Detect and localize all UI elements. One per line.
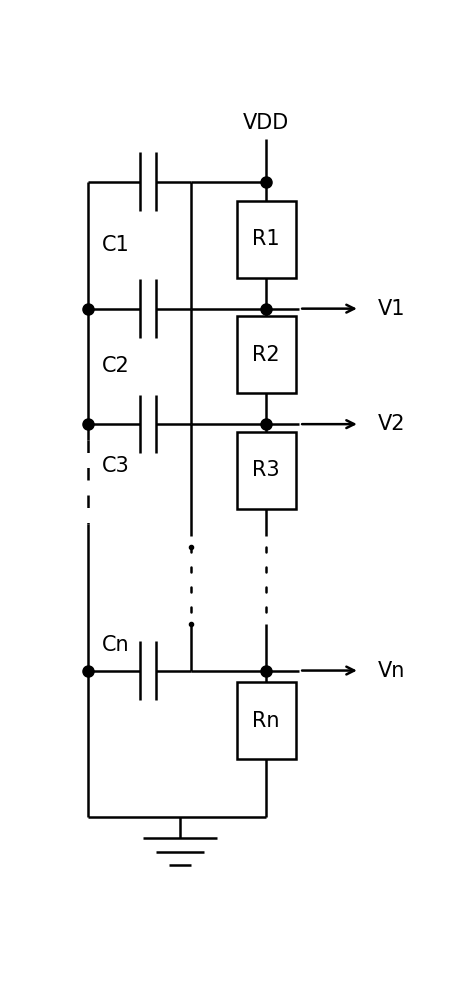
Text: Cn: Cn [102, 635, 130, 655]
Text: V1: V1 [378, 299, 405, 319]
Text: VDD: VDD [243, 113, 289, 133]
Text: Rn: Rn [253, 711, 280, 731]
Bar [237, 682, 296, 759]
Text: R3: R3 [253, 460, 280, 480]
Text: Vn: Vn [378, 661, 405, 681]
Text: C1: C1 [102, 235, 130, 255]
Text: R1: R1 [253, 229, 280, 249]
Text: V2: V2 [378, 414, 405, 434]
Text: C3: C3 [102, 456, 130, 477]
Bar [237, 432, 296, 509]
Text: C2: C2 [102, 356, 130, 376]
Bar [237, 201, 296, 278]
Bar [237, 316, 296, 393]
Text: R2: R2 [253, 345, 280, 365]
